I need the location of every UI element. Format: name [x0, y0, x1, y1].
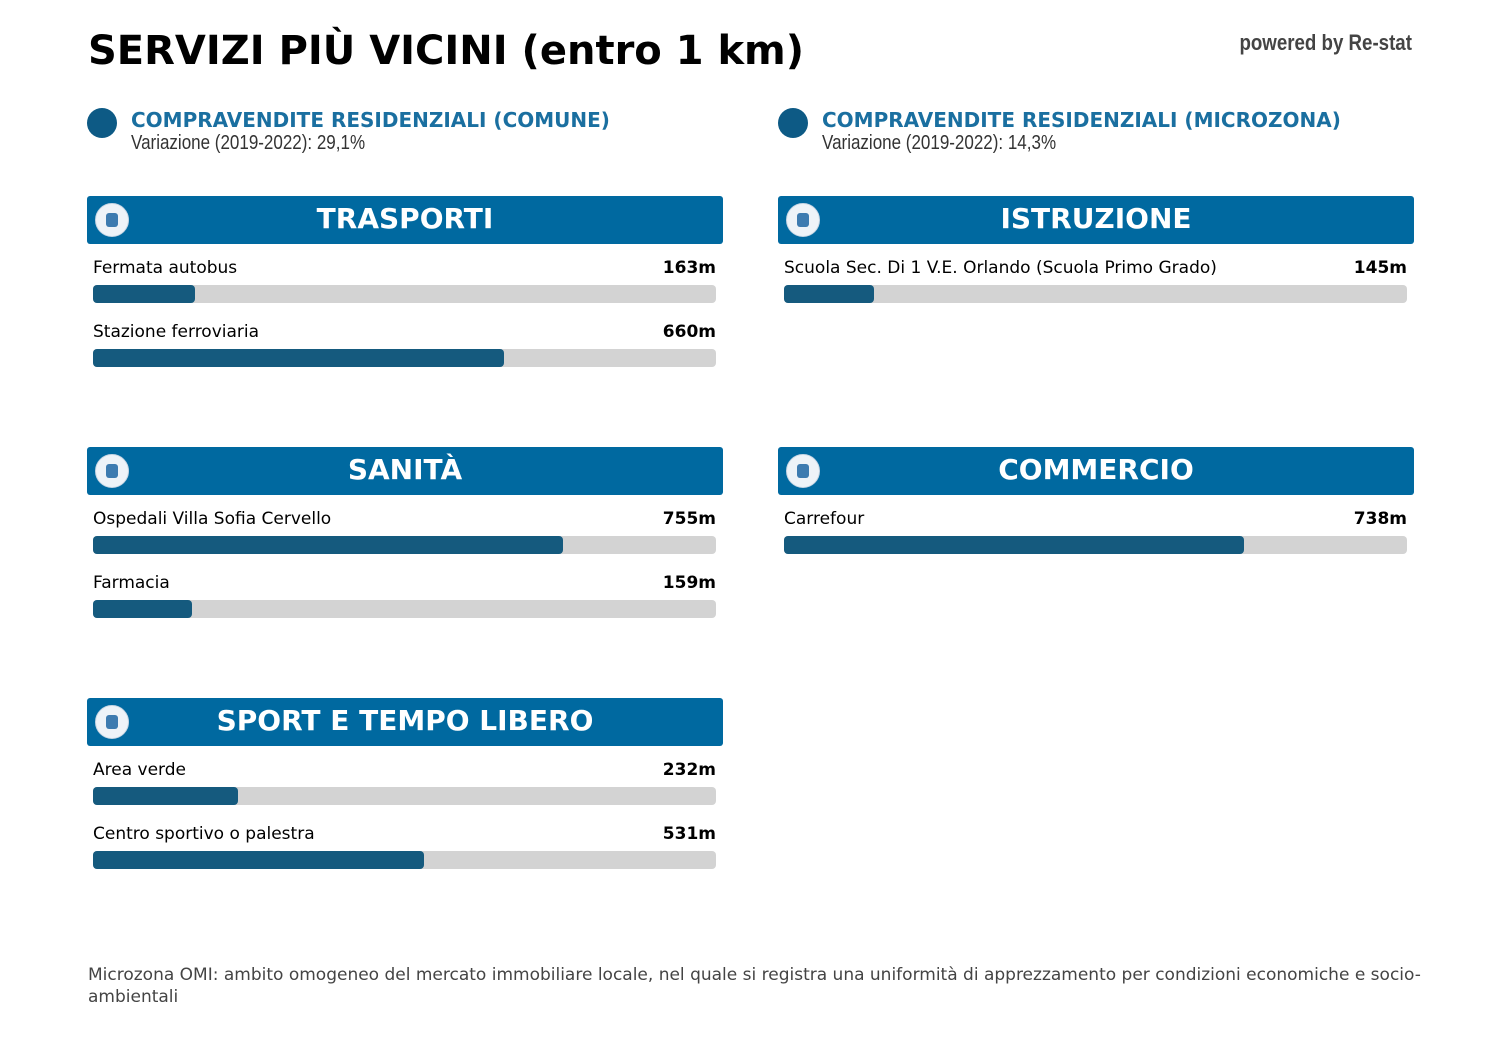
item-name: Farmacia	[93, 573, 170, 593]
section-header: SANITÀ	[87, 447, 723, 495]
item-value: 660m	[662, 322, 716, 342]
item-name: Centro sportivo o palestra	[93, 824, 315, 844]
stat-subtitle: Variazione (2019-2022): 29,1%	[131, 132, 366, 154]
section-icon	[786, 203, 820, 237]
bar	[93, 600, 193, 618]
stat-icon	[87, 108, 117, 138]
item-value: 531m	[662, 824, 716, 844]
stat-subtitle: Variazione (2019-2022): 14,3%	[822, 132, 1057, 154]
item-value: 145m	[1353, 258, 1407, 278]
section-title: COMMERCIO	[998, 453, 1194, 486]
bar-track	[93, 536, 716, 554]
section-icon	[95, 203, 129, 237]
item-name: Carrefour	[784, 509, 865, 529]
item-name: Scuola Sec. Di 1 V.E. Orlando (Scuola Pr…	[784, 258, 1217, 278]
bar-track	[93, 285, 716, 303]
stat-title: COMPRAVENDITE RESIDENZIALI (MICROZONA)	[822, 108, 1341, 132]
section-header: SPORT E TEMPO LIBERO	[87, 698, 723, 746]
section-title: TRASPORTI	[316, 202, 494, 235]
stat-icon	[778, 108, 808, 138]
item-name: Fermata autobus	[93, 258, 238, 278]
item-value: 755m	[662, 509, 716, 529]
bar-track	[93, 600, 716, 618]
section-header: TRASPORTI	[87, 196, 723, 244]
stat-title: COMPRAVENDITE RESIDENZIALI (COMUNE)	[131, 108, 610, 132]
bar-track	[93, 349, 716, 367]
bar	[93, 851, 424, 869]
bar	[93, 787, 238, 805]
item-value: 163m	[662, 258, 716, 278]
item-value: 159m	[662, 573, 716, 593]
brand: powered by Re-stat	[1239, 30, 1412, 55]
section-title: SANITÀ	[347, 453, 463, 486]
bar	[784, 536, 1244, 554]
item-value: 232m	[662, 760, 716, 780]
section-title: SPORT E TEMPO LIBERO	[216, 704, 594, 737]
bar	[784, 285, 875, 303]
section-header: ISTRUZIONE	[778, 196, 1414, 244]
section-icon	[95, 454, 129, 488]
footnote: Microzona OMI: ambito omogeneo del merca…	[88, 965, 1421, 1007]
item-value: 738m	[1353, 509, 1407, 529]
bar	[93, 285, 195, 303]
page-title: SERVIZI PIÙ VICINI (entro 1 km)	[88, 28, 805, 74]
bar-track	[93, 851, 716, 869]
bar	[93, 536, 564, 554]
section-title: ISTRUZIONE	[1000, 202, 1192, 235]
section-icon	[786, 454, 820, 488]
bar-track	[784, 285, 1407, 303]
bar-track	[93, 787, 716, 805]
item-name: Stazione ferroviaria	[93, 322, 260, 342]
item-name: Area verde	[93, 760, 186, 780]
section-header: COMMERCIO	[778, 447, 1414, 495]
bar	[93, 349, 505, 367]
bar-track	[784, 536, 1407, 554]
item-name: Ospedali Villa Sofia Cervello	[93, 509, 332, 529]
section-icon	[95, 705, 129, 739]
